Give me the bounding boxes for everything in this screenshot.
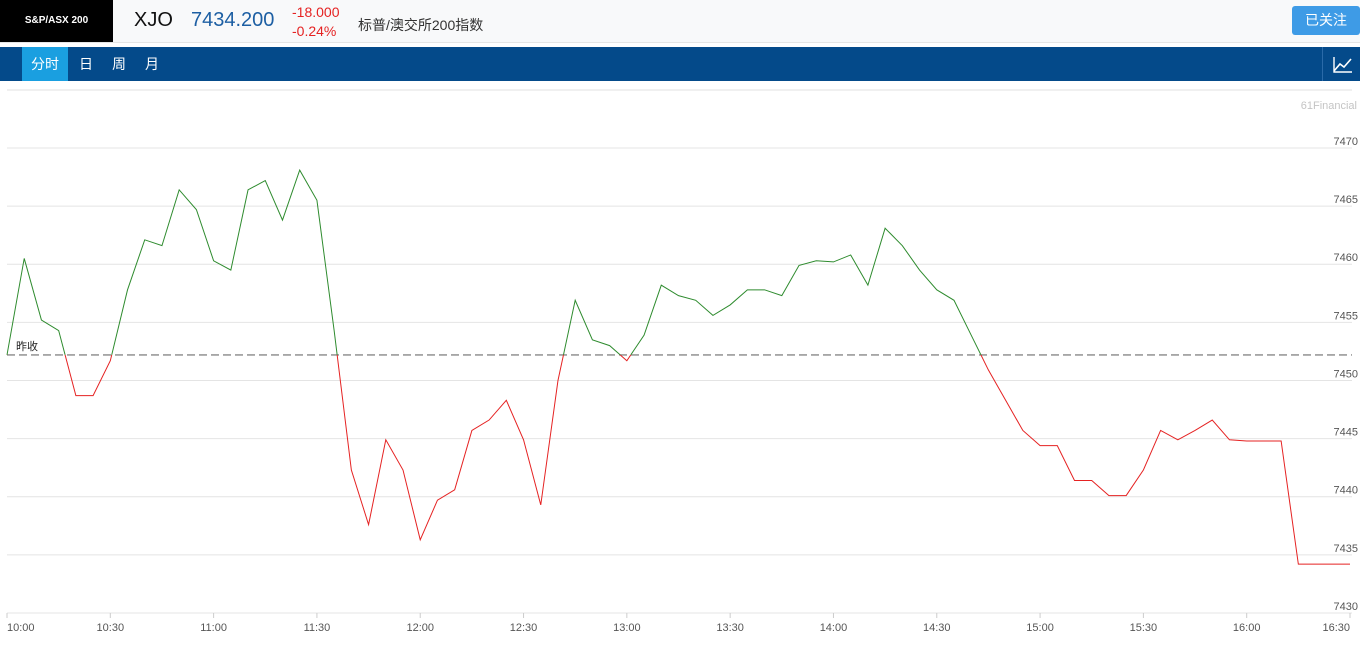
x-tick-label: 13:30 bbox=[716, 622, 744, 634]
y-tick-label: 7435 bbox=[1334, 543, 1358, 555]
tab[interactable]: 日 bbox=[79, 56, 93, 72]
y-tick-label: 7465 bbox=[1334, 194, 1358, 206]
x-tick-label: 13:00 bbox=[613, 622, 641, 634]
price: 7434.200 bbox=[191, 9, 275, 31]
chart-toggle[interactable] bbox=[1322, 47, 1360, 81]
x-tick-label: 10:30 bbox=[97, 622, 125, 634]
tab-bar: 分时 日 周 月 bbox=[0, 47, 1360, 81]
change-pct: -0.24% bbox=[292, 23, 337, 39]
tab[interactable]: 月 bbox=[145, 56, 159, 72]
x-tick-label: 12:30 bbox=[510, 622, 538, 634]
tab[interactable]: 周 bbox=[112, 56, 126, 72]
x-tick-label: 16:30 bbox=[1322, 622, 1350, 634]
header: S&P/ASX 200 XJO 7434.200 -18.000 -0.24% … bbox=[0, 0, 1360, 43]
prev-close-label: 昨收 bbox=[16, 339, 38, 353]
y-tick-label: 7450 bbox=[1334, 368, 1358, 380]
watermark: 61Financial bbox=[1301, 100, 1357, 112]
y-tick-label: 7430 bbox=[1334, 601, 1358, 613]
y-tick-label: 7440 bbox=[1334, 485, 1358, 497]
x-tick-label: 15:00 bbox=[1026, 622, 1054, 634]
symbol: XJO bbox=[134, 9, 173, 31]
y-tick-label: 7470 bbox=[1334, 136, 1358, 148]
x-tick-label: 14:30 bbox=[923, 622, 951, 634]
follow-button[interactable]: 已关注 bbox=[1292, 6, 1360, 35]
x-tick-label: 10:00 bbox=[7, 622, 35, 634]
x-tick-label: 16:00 bbox=[1233, 622, 1261, 634]
x-tick-label: 11:00 bbox=[200, 622, 227, 634]
x-tick-label: 12:00 bbox=[406, 622, 434, 634]
x-tick-label: 15:30 bbox=[1130, 622, 1158, 634]
x-tick-label: 11:30 bbox=[304, 622, 331, 634]
y-tick-label: 7445 bbox=[1334, 427, 1358, 439]
x-tick-label: 14:00 bbox=[820, 622, 848, 634]
tab[interactable]: 分时 bbox=[22, 47, 68, 81]
price-line bbox=[6, 168, 982, 355]
logo: S&P/ASX 200 bbox=[0, 0, 113, 42]
y-tick-label: 7460 bbox=[1334, 252, 1358, 264]
chart-icon bbox=[1333, 57, 1352, 73]
change: -18.000 bbox=[292, 4, 340, 20]
index-name: 标普/澳交所200指数 bbox=[358, 17, 484, 33]
price-line bbox=[6, 354, 1350, 565]
y-tick-label: 7455 bbox=[1334, 310, 1358, 322]
